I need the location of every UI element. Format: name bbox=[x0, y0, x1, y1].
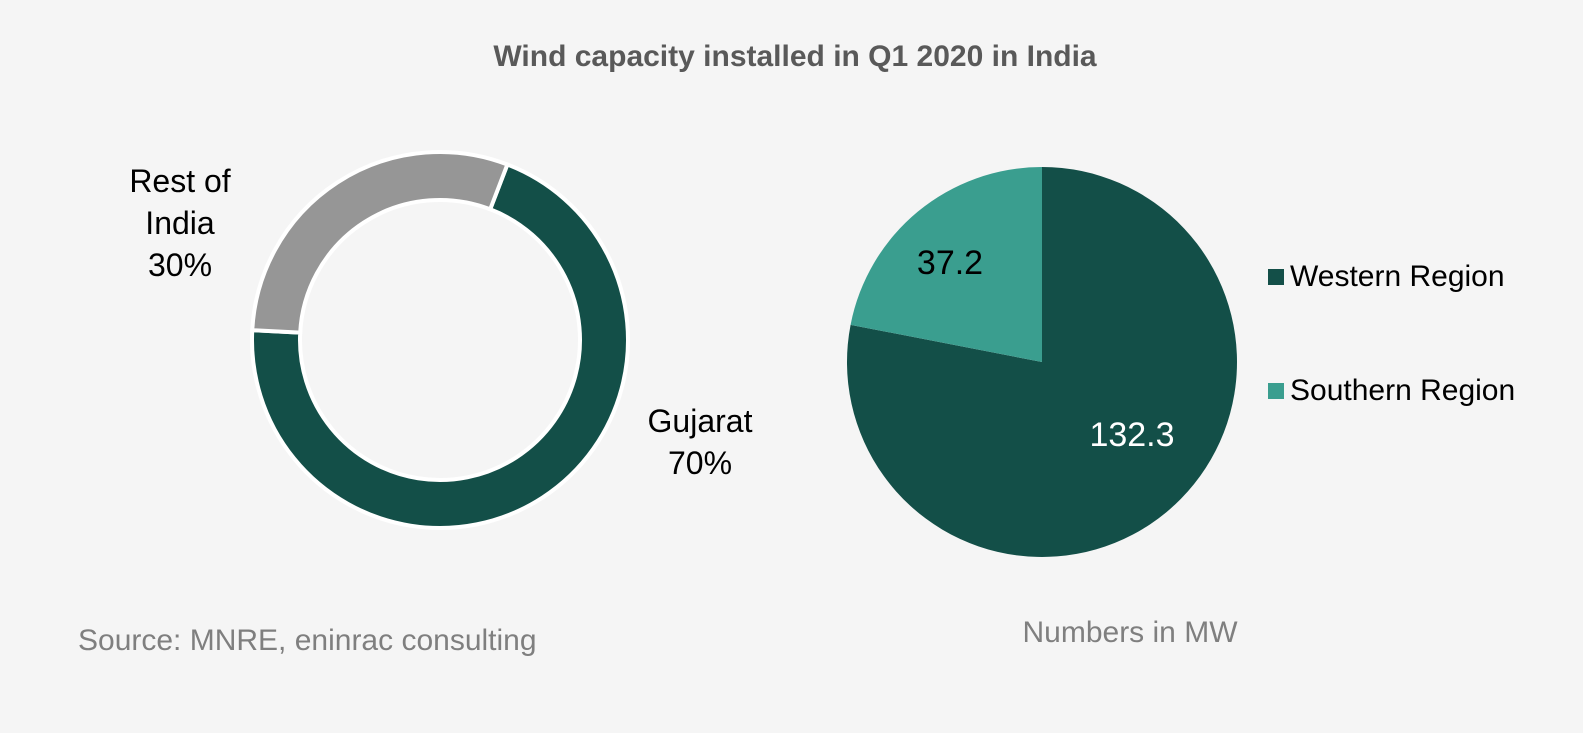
donut-segment bbox=[250, 161, 630, 530]
category-label: Gujarat bbox=[647, 403, 753, 439]
category-label: Rest of India bbox=[129, 163, 231, 241]
value-label: 37.2 bbox=[917, 244, 983, 282]
value-label: 70% bbox=[667, 445, 733, 481]
pie-slice bbox=[850, 167, 1042, 362]
chart-title: Wind capacity installed in Q1 2020 in In… bbox=[493, 40, 1097, 73]
data-label: Rest of India 30% bbox=[105, 160, 255, 286]
donut-segment bbox=[250, 150, 510, 335]
value-label: 30% bbox=[147, 247, 213, 283]
legend-swatch bbox=[1268, 269, 1284, 285]
data-label: Gujarat 70% bbox=[620, 400, 780, 484]
source-note: Source: MNRE, eninrac consulting bbox=[78, 624, 537, 657]
legend-label: Southern Region bbox=[1290, 374, 1515, 407]
note: Numbers in MW bbox=[1022, 616, 1238, 649]
value-label: 132.3 bbox=[1089, 416, 1174, 454]
legend-swatch bbox=[1268, 383, 1284, 399]
legend-label: Western Region bbox=[1290, 260, 1505, 293]
